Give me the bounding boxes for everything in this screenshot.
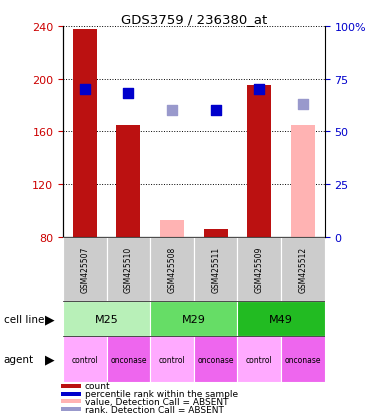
Text: GSM425507: GSM425507 — [81, 246, 89, 293]
Text: M25: M25 — [95, 314, 119, 324]
Point — [300, 102, 306, 108]
Bar — [61, 407, 81, 411]
Point — [213, 108, 219, 114]
Point — [169, 108, 175, 114]
Text: M49: M49 — [269, 314, 293, 324]
Bar — [160, 221, 184, 237]
Bar — [237, 337, 281, 382]
Bar — [107, 337, 150, 382]
Text: count: count — [85, 382, 110, 390]
Bar — [291, 126, 315, 237]
Bar — [61, 392, 81, 396]
Text: rank, Detection Call = ABSENT: rank, Detection Call = ABSENT — [85, 405, 223, 413]
Text: GSM425509: GSM425509 — [255, 246, 264, 293]
Bar — [150, 337, 194, 382]
Bar — [247, 86, 271, 237]
Bar — [63, 337, 107, 382]
Bar — [116, 126, 141, 237]
Text: ▶: ▶ — [45, 353, 55, 366]
Point — [82, 87, 88, 93]
Text: control: control — [246, 355, 273, 364]
Text: onconase: onconase — [197, 355, 234, 364]
Text: value, Detection Call = ABSENT: value, Detection Call = ABSENT — [85, 397, 228, 406]
Bar — [150, 237, 194, 301]
Text: cell line: cell line — [4, 314, 44, 324]
Bar — [194, 237, 237, 301]
Bar — [63, 301, 150, 337]
Bar — [61, 399, 81, 404]
Text: M29: M29 — [182, 314, 206, 324]
Bar — [194, 337, 237, 382]
Text: control: control — [159, 355, 186, 364]
Text: ▶: ▶ — [45, 313, 55, 325]
Bar — [204, 230, 228, 237]
Text: GSM425508: GSM425508 — [168, 247, 177, 292]
Bar — [61, 384, 81, 388]
Text: GSM425511: GSM425511 — [211, 247, 220, 292]
Bar — [150, 301, 237, 337]
Point — [125, 91, 131, 97]
Text: onconase: onconase — [110, 355, 147, 364]
Text: GSM425510: GSM425510 — [124, 247, 133, 292]
Text: GSM425512: GSM425512 — [298, 247, 307, 292]
Bar — [237, 237, 281, 301]
Bar — [281, 237, 325, 301]
Bar — [107, 237, 150, 301]
Text: agent: agent — [4, 354, 34, 364]
Text: onconase: onconase — [285, 355, 321, 364]
Bar — [237, 301, 325, 337]
Bar — [63, 237, 107, 301]
Text: percentile rank within the sample: percentile rank within the sample — [85, 389, 238, 398]
Text: control: control — [72, 355, 98, 364]
Point — [256, 87, 262, 93]
Bar — [281, 337, 325, 382]
Bar — [73, 29, 97, 237]
Title: GDS3759 / 236380_at: GDS3759 / 236380_at — [121, 13, 267, 26]
